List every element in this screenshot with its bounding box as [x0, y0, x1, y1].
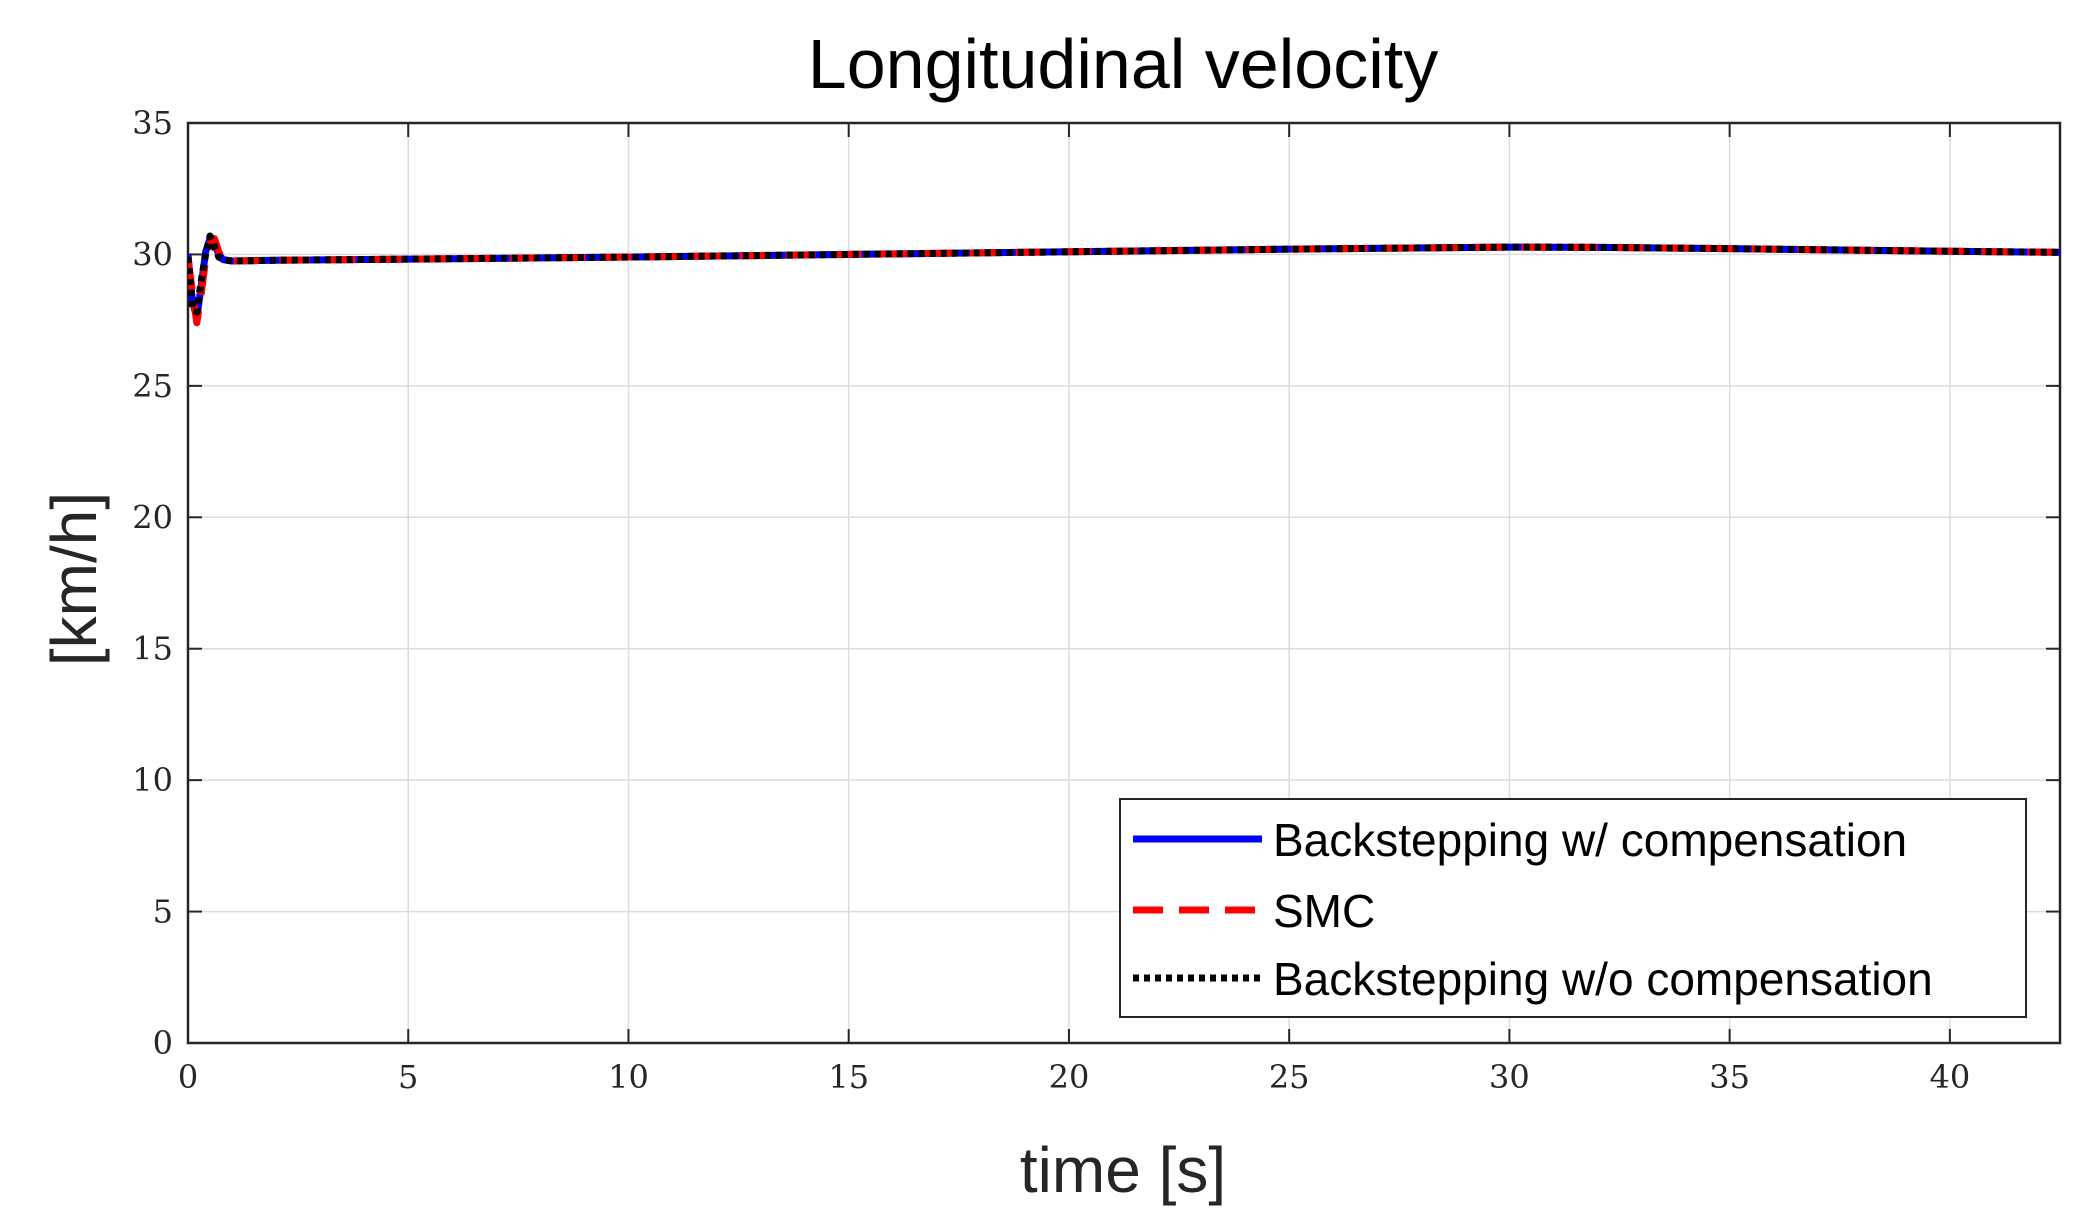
y-tick-label: 10 [132, 761, 173, 799]
legend-label-smc: SMC [1273, 885, 1375, 937]
legend-box [1119, 798, 2027, 1018]
tick-labels: 0 5 10 15 20 25 30 35 40 0 5 10 15 20 25 30 35 [132, 104, 1970, 1096]
x-tick-label: 40 [1930, 1058, 1971, 1096]
x-tick-label: 10 [608, 1058, 649, 1096]
y-tick-label: 0 [153, 1024, 173, 1062]
x-tick-label: 15 [828, 1058, 869, 1096]
x-tick-label: 20 [1049, 1058, 1090, 1096]
y-tick-label: 5 [153, 893, 173, 931]
x-tick-label: 35 [1709, 1058, 1750, 1096]
x-tick-label: 30 [1489, 1058, 1530, 1096]
legend: Backstepping w/ compensation SMC Backste… [1119, 798, 2027, 1018]
y-axis-label: [km/h] [38, 492, 110, 666]
plot-frame [186, 121, 2062, 1045]
x-tick-label: 5 [398, 1058, 418, 1096]
y-tick-label: 30 [132, 235, 173, 273]
legend-label-backstepping-nocomp: Backstepping w/o compensation [1273, 953, 1933, 1005]
series-group [188, 232, 2060, 327]
x-tick-label: 25 [1269, 1058, 1310, 1096]
y-tick-label: 25 [132, 367, 173, 405]
y-tick-label: 15 [132, 630, 173, 668]
x-axis-label: time [s] [1020, 1134, 1226, 1206]
chart-title: Longitudinal velocity [808, 25, 1438, 103]
x-tick-label: 0 [178, 1058, 198, 1096]
y-tick-label: 35 [132, 104, 173, 142]
legend-label-backstepping-comp: Backstepping w/ compensation [1273, 814, 1907, 866]
y-tick-label: 20 [132, 498, 173, 536]
series-line-2 [188, 232, 2060, 316]
